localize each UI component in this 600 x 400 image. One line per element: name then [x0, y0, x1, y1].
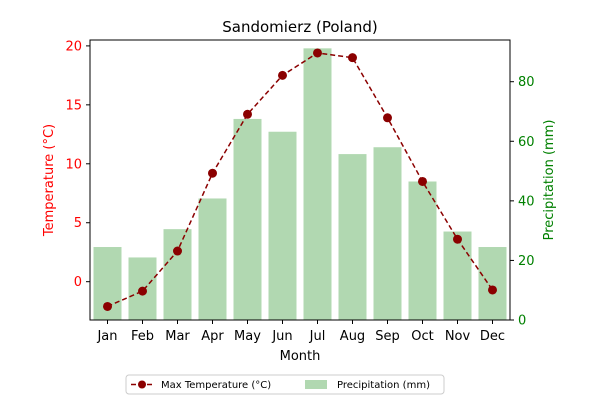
legend-line-marker [138, 380, 146, 389]
y-axis-right-label: Precipitation (mm) [542, 120, 557, 241]
y-axis-left-ticks: 0 5 10 15 20 [65, 39, 90, 290]
precipitation-bar-aug [338, 154, 367, 320]
temperature-point-may [243, 109, 252, 119]
x-tick-label: Mar [165, 329, 190, 344]
precipitation-bar-mar [163, 229, 192, 320]
temperature-point-feb [138, 286, 147, 296]
temperature-point-mar [173, 246, 182, 256]
legend: Max Temperature (°C) Precipitation (mm) [125, 374, 445, 395]
precipitation-bars [93, 48, 507, 321]
y-right-tick-label: 60 [518, 135, 535, 150]
y-left-tick-label: 10 [65, 157, 82, 172]
y-right-tick-label: 80 [518, 75, 535, 90]
legend-bar-swatch [305, 380, 327, 389]
temperature-point-apr [208, 168, 217, 178]
precipitation-bar-nov [443, 231, 472, 320]
x-tick-label: Oct [411, 329, 433, 344]
y-left-tick-label: 0 [74, 275, 82, 290]
x-tick-label: Jan [96, 329, 117, 344]
y-left-tick-label: 15 [65, 98, 82, 113]
x-tick-label: May [234, 329, 261, 344]
y-left-tick-label: 20 [65, 39, 82, 54]
y-axis-right-ticks: 0 20 40 60 80 [510, 75, 535, 329]
temperature-point-nov [453, 234, 462, 244]
y-right-tick-label: 40 [518, 194, 535, 209]
y-left-tick-label: 5 [74, 216, 82, 231]
temperature-point-oct [418, 176, 427, 186]
precipitation-bar-may [233, 118, 262, 320]
temperature-line [103, 48, 497, 311]
plot-frame [89, 39, 511, 321]
x-axis-ticks: Jan Feb Mar Apr May Jun Jul Aug Sep Oct Nov Dec [96, 320, 505, 344]
x-tick-label: Sep [375, 329, 400, 344]
x-tick-label: Jun [271, 329, 292, 344]
x-axis-label: Month [280, 349, 321, 364]
legend-label-temperature: Max Temperature (°C) [161, 380, 271, 391]
legend-box [125, 374, 445, 395]
temperature-point-jan [103, 301, 112, 311]
precipitation-bar-apr [198, 198, 227, 320]
precipitation-bar-jul [303, 48, 332, 321]
temperature-point-jun [278, 70, 287, 80]
temperature-point-jul [313, 48, 322, 58]
temperature-point-aug [348, 53, 357, 63]
y-axis-left-label: Temperature (°C) [42, 124, 57, 237]
precipitation-bar-oct [408, 181, 437, 320]
y-right-tick-label: 0 [518, 314, 526, 329]
temperature-point-sep [383, 113, 392, 123]
temperature-point-dec [488, 285, 497, 295]
x-tick-label: Jul [309, 329, 326, 344]
chart-title: Sandomierz (Poland) [222, 18, 378, 36]
x-tick-label: Aug [340, 329, 365, 344]
legend-label-precipitation: Precipitation (mm) [337, 380, 430, 391]
precipitation-bar-dec [478, 247, 507, 320]
temperature-polyline [107, 52, 494, 308]
x-tick-label: Feb [131, 329, 154, 344]
precipitation-bar-sep [373, 147, 402, 320]
x-tick-label: Nov [445, 329, 471, 344]
precipitation-bar-jun [268, 131, 297, 320]
x-tick-label: Dec [480, 329, 505, 344]
y-right-tick-label: 20 [518, 254, 535, 269]
x-tick-label: Apr [201, 329, 224, 344]
